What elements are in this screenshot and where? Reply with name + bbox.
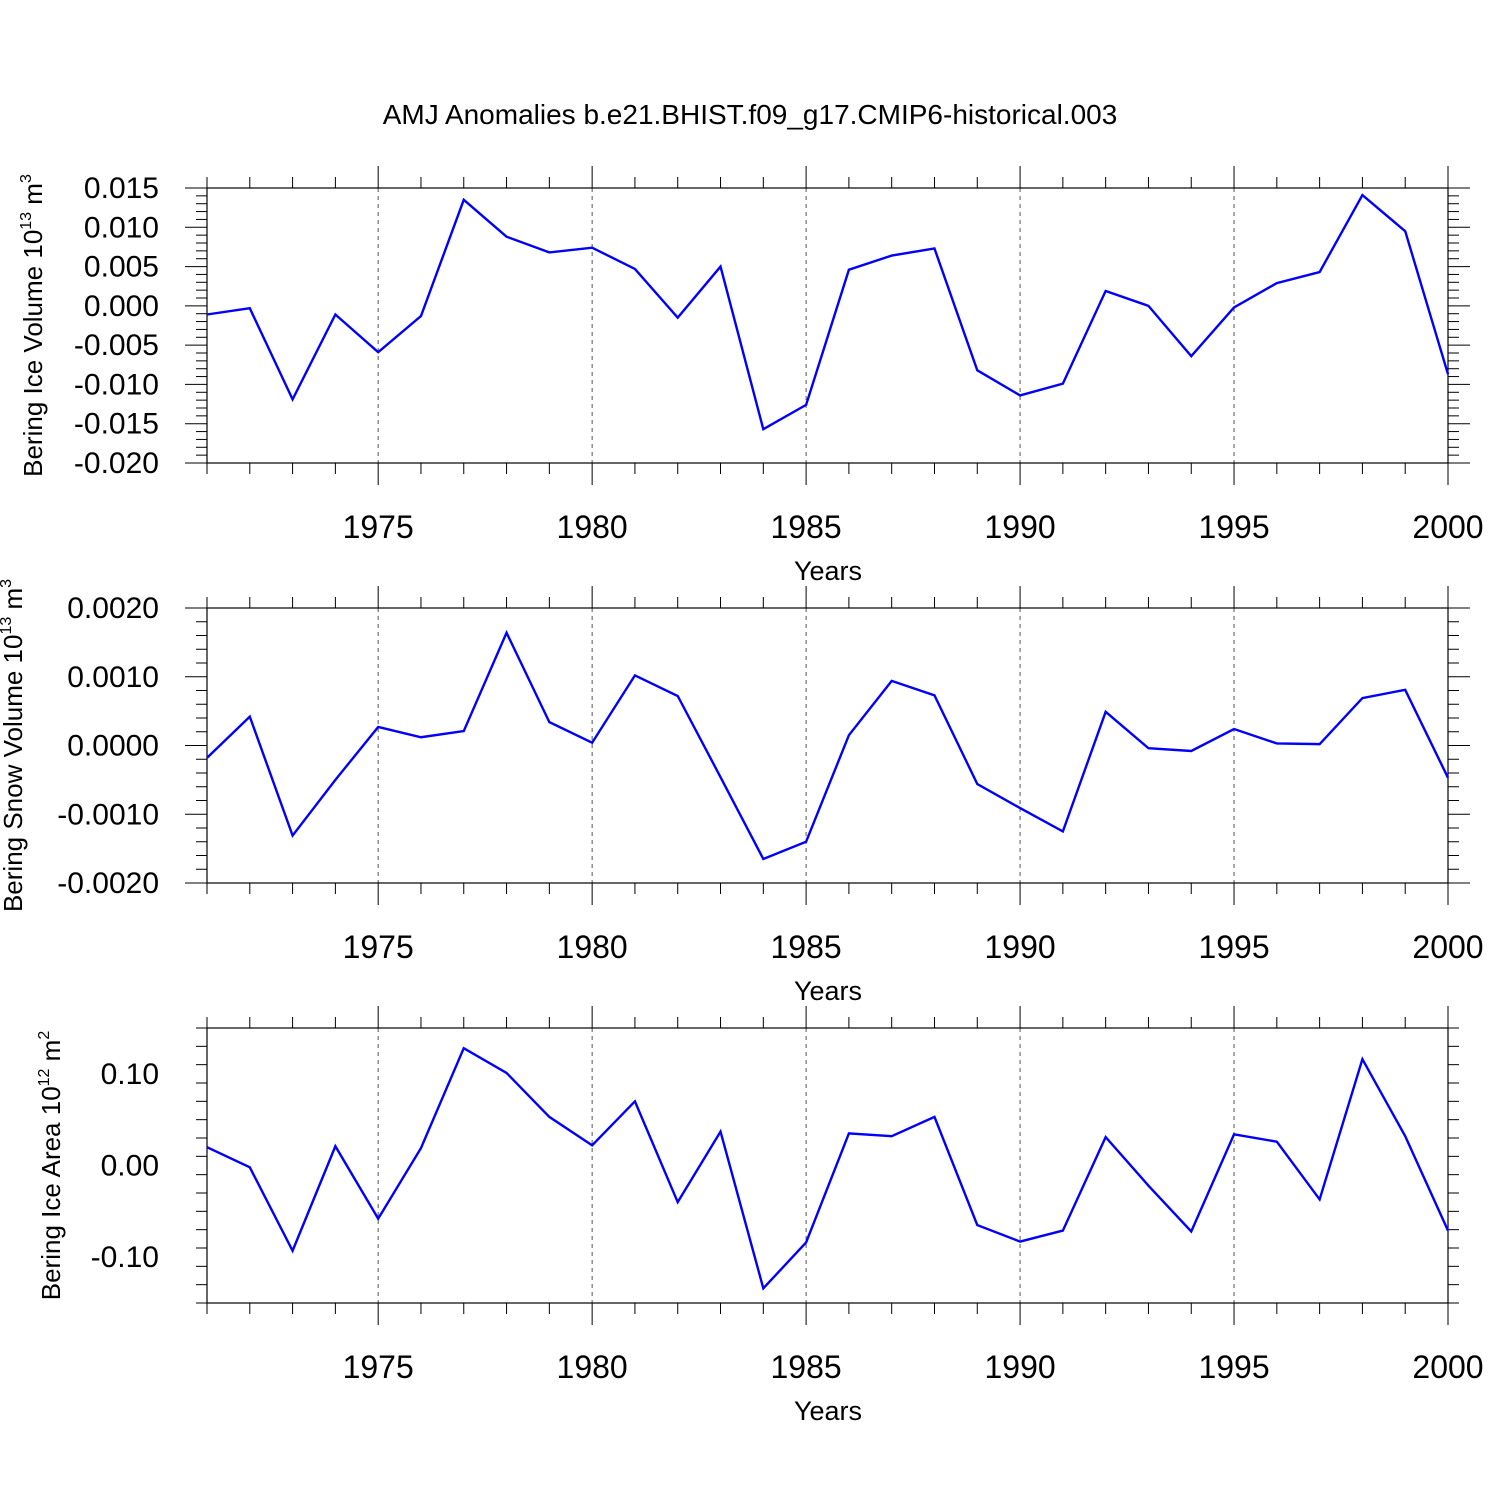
y-tick-label: -0.010 — [74, 368, 159, 401]
y-axis-label: Bering Snow Volume 1013 m3 — [0, 579, 28, 912]
panels: -0.020 -0.015 -0.010 -0.005 0.000 0.005 0.010 0… — [0, 166, 1484, 1426]
x-tick-label: 1985 — [771, 929, 842, 965]
y-tick-label: 0.0010 — [67, 661, 159, 694]
y-axis-label: Bering Ice Area 1012 m2 — [36, 1031, 66, 1301]
y-axis-label-unit-exponent: 2 — [36, 1031, 53, 1040]
x-tick-label: 1985 — [771, 1349, 842, 1385]
x-tick-label: 1975 — [343, 509, 414, 545]
y-tick-label: 0.015 — [84, 172, 159, 205]
y-axis-label-exponent: 13 — [18, 212, 35, 230]
y-tick-label: 0.000 — [84, 290, 159, 323]
y-tick-label: -0.0020 — [57, 867, 159, 900]
x-tick-label: 1975 — [343, 1349, 414, 1385]
x-tick-label: 1980 — [557, 929, 628, 965]
panel-3: -0.10 0.00 0.10 1975 1980 1985 1990 1995 2000 Yea… — [36, 1006, 1484, 1426]
y-tick-label: 0.10 — [101, 1058, 159, 1091]
x-axis-label: Years — [794, 1396, 862, 1426]
x-axis-label: Years — [794, 556, 862, 586]
x-axis-label: Years — [794, 976, 862, 1006]
y-axis-label-unit-exponent: 3 — [0, 579, 15, 588]
y-axis-label-unit: m — [36, 1040, 66, 1069]
y-axis-label-unit: m — [0, 588, 28, 617]
y-tick-label: -0.020 — [74, 447, 159, 480]
y-tick-label: -0.10 — [91, 1241, 159, 1274]
x-tick-label: 1985 — [771, 509, 842, 545]
x-tick-label: 2000 — [1412, 509, 1483, 545]
y-axis-label-exponent: 12 — [36, 1068, 53, 1086]
y-tick-label: 0.005 — [84, 251, 159, 284]
x-tick-label: 1980 — [557, 1349, 628, 1385]
x-tick-label: 1980 — [557, 509, 628, 545]
y-tick-label: 0.00 — [101, 1150, 159, 1183]
y-axis-label-main: Bering Snow Volume 10 — [0, 635, 28, 913]
panel-2: -0.0020 -0.0010 0.0000 0.0010 0.0020 1975 1980… — [0, 579, 1484, 1006]
y-tick-label: 0.0000 — [67, 730, 159, 763]
panel-1: -0.020 -0.015 -0.010 -0.005 0.000 0.005 0.010 0… — [18, 166, 1484, 586]
y-axis-label-main: Bering Ice Area 10 — [36, 1086, 66, 1300]
plot-frame — [206, 1027, 1449, 1304]
x-tick-label: 1990 — [984, 929, 1055, 965]
y-axis-label-unit: m — [18, 183, 48, 212]
y-axis-label-exponent: 13 — [0, 617, 15, 635]
x-tick-label: 2000 — [1412, 1349, 1483, 1385]
plot-frame — [206, 607, 1449, 884]
series-line — [206, 1046, 1450, 1291]
y-tick-label: 0.010 — [84, 211, 159, 244]
x-tick-label: 2000 — [1412, 929, 1483, 965]
y-tick-label: 0.0020 — [67, 592, 159, 625]
y-tick-label: -0.005 — [74, 329, 159, 362]
x-tick-label: 1995 — [1198, 929, 1269, 965]
x-tick-label: 1995 — [1198, 1349, 1269, 1385]
y-axis-label-main: Bering Ice Volume 10 — [18, 230, 48, 477]
y-tick-label: -0.0010 — [57, 798, 159, 831]
plot-frame — [206, 187, 1449, 464]
y-axis-label-unit-exponent: 3 — [18, 174, 35, 183]
x-tick-label: 1995 — [1198, 509, 1269, 545]
x-tick-label: 1990 — [984, 509, 1055, 545]
x-tick-label: 1990 — [984, 1349, 1055, 1385]
y-axis-label: Bering Ice Volume 1013 m3 — [18, 174, 48, 477]
series-line — [206, 629, 1450, 861]
x-tick-label: 1975 — [343, 929, 414, 965]
chart-title: AMJ Anomalies b.e21.BHIST.f09_g17.CMIP6-… — [383, 99, 1118, 130]
series-line — [206, 193, 1450, 432]
y-tick-label: -0.015 — [74, 408, 159, 441]
